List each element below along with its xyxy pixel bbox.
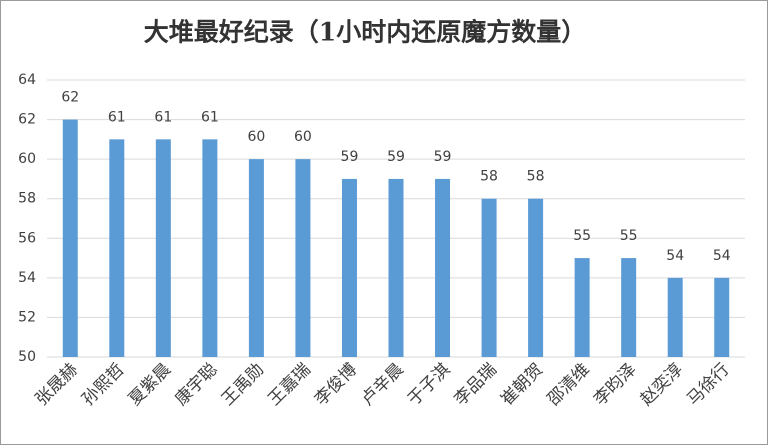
y-tick-label: 62 <box>18 112 36 128</box>
y-tick-label: 52 <box>18 309 36 325</box>
data-label: 54 <box>666 248 684 264</box>
data-label: 55 <box>620 228 638 244</box>
data-label: 59 <box>434 149 452 165</box>
y-tick-label: 64 <box>18 72 36 88</box>
data-label: 61 <box>154 109 172 125</box>
bar <box>341 178 357 357</box>
data-label: 58 <box>527 169 545 185</box>
data-label: 58 <box>480 169 498 185</box>
bar <box>109 139 125 357</box>
y-tick-label: 60 <box>18 151 36 167</box>
data-label: 59 <box>341 149 359 165</box>
bar <box>574 258 590 357</box>
chart-title: 大堆最好纪录（1小时内还原魔方数量） <box>144 18 586 47</box>
data-label: 60 <box>294 129 312 145</box>
data-label: 61 <box>201 109 219 125</box>
y-tick-label: 54 <box>18 270 36 286</box>
bar <box>155 139 171 357</box>
bar <box>621 258 637 357</box>
data-label: 55 <box>573 228 591 244</box>
bar <box>481 198 497 357</box>
y-tick-label: 58 <box>18 191 36 207</box>
bar <box>202 139 218 357</box>
data-label: 59 <box>387 149 405 165</box>
bar <box>528 198 544 357</box>
bar <box>248 159 264 357</box>
bar <box>295 159 311 357</box>
data-label: 62 <box>61 90 79 106</box>
bar <box>714 277 730 357</box>
y-tick-label: 56 <box>18 230 36 246</box>
data-label: 61 <box>108 109 126 125</box>
data-label: 54 <box>713 248 731 264</box>
bar <box>388 178 404 357</box>
y-tick-label: 50 <box>18 349 36 365</box>
bar <box>435 178 451 357</box>
data-label: 60 <box>247 129 265 145</box>
bar <box>62 119 78 357</box>
bar <box>667 277 683 357</box>
